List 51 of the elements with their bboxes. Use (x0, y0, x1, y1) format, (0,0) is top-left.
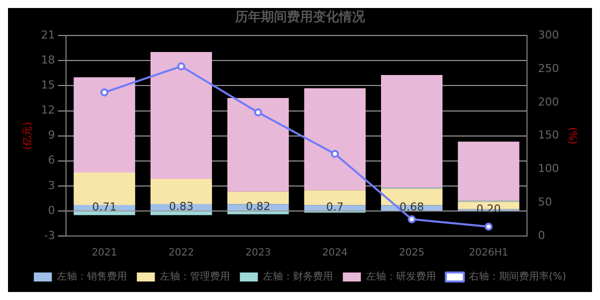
y2-tick-label: 0 (538, 228, 546, 242)
y2-tick-label: 200 (538, 95, 560, 108)
y-tick-label: -3 (44, 228, 55, 242)
y2-tick-label: 250 (538, 62, 560, 75)
chart-title: 历年期间费用变化情况 (234, 9, 366, 26)
data-label: 0.68 (400, 200, 424, 214)
y-tick-label: 0 (48, 204, 55, 217)
legend-label: 左轴：销售费用 (56, 270, 127, 283)
y-tick-label: 6 (48, 154, 55, 167)
bar (458, 142, 520, 201)
y-tick-label: 3 (48, 178, 55, 192)
point (408, 215, 416, 224)
bar (227, 211, 289, 214)
x-tick-label: 2026H1 (468, 248, 508, 259)
x-tick-label: 2025 (399, 248, 424, 259)
point (330, 150, 339, 158)
point (484, 222, 493, 231)
legend-label: 左轴：管理费用 (160, 270, 230, 283)
y-tick-label: 9 (48, 128, 55, 142)
point (254, 108, 262, 116)
legend-label: 左轴：研发费用 (366, 270, 436, 283)
point (100, 88, 108, 96)
bar (150, 52, 212, 179)
y2-axis-title: (%) (566, 127, 578, 145)
x-tick-label: 2021 (92, 248, 118, 259)
bar (227, 98, 289, 192)
y-tick-label: 18 (40, 54, 55, 67)
bar (381, 75, 442, 188)
x-tick-label: 2023 (245, 248, 271, 259)
bar (74, 77, 136, 172)
data-label: 0.71 (92, 200, 117, 214)
legend-label: 右轴：期间费用率(%) (468, 270, 566, 283)
data-label: 0.83 (169, 200, 194, 214)
y2-tick-label: 100 (538, 162, 560, 176)
data-label: 0.7 (326, 200, 344, 214)
y2-tick-label: 150 (538, 128, 560, 142)
y-tick-label: 12 (40, 104, 55, 117)
bar (304, 88, 366, 190)
bar (150, 211, 212, 216)
y-tick-label: 21 (40, 28, 55, 42)
point (177, 62, 186, 70)
legend-label: 左轴：财务费用 (262, 270, 333, 283)
data-label: 0.20 (476, 202, 501, 216)
y-axis-title: (亿元) (22, 122, 34, 150)
bar (74, 211, 136, 216)
y2-tick-label: 50 (538, 195, 552, 208)
data-label: 0.82 (246, 200, 270, 214)
y2-tick-label: 300 (538, 28, 560, 42)
y-tick-label: 15 (40, 78, 55, 92)
x-tick-label: 2022 (168, 248, 194, 259)
x-tick-label: 2024 (322, 248, 348, 259)
